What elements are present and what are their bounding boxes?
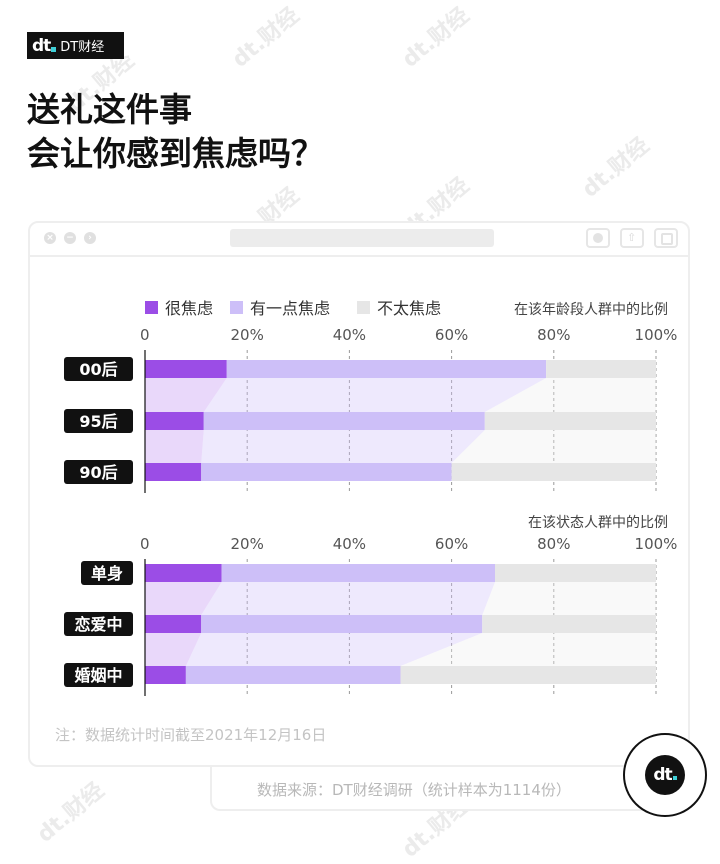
category-label-pill bbox=[64, 663, 133, 687]
bar-segment bbox=[451, 463, 656, 481]
data-source: 数据来源：DT财经调研（统计样本为1114份） bbox=[257, 781, 571, 799]
connector-band bbox=[185, 633, 483, 666]
bar-segment bbox=[201, 463, 452, 481]
footnote: 注：数据统计时间截至2021年12月16日 bbox=[55, 726, 327, 744]
connector-band bbox=[145, 582, 222, 615]
x-tick-label: 0 bbox=[140, 326, 150, 344]
x-tick-label: 40% bbox=[333, 326, 366, 344]
source-tab bbox=[210, 767, 650, 811]
connector-band bbox=[145, 378, 227, 412]
category-label: 95后 bbox=[79, 412, 117, 431]
connector-band bbox=[203, 378, 547, 412]
category-label-pill bbox=[64, 409, 133, 433]
legend-label: 有一点焦虑 bbox=[250, 299, 330, 318]
brand-badge: dt bbox=[623, 733, 707, 817]
bar-segment bbox=[484, 412, 656, 430]
title-line-2: 会让你感到焦虑吗？ bbox=[27, 134, 324, 173]
bar-segment bbox=[145, 564, 222, 582]
minimize-window-icon: − bbox=[64, 232, 76, 244]
category-label: 90后 bbox=[79, 463, 117, 482]
legend-swatch bbox=[230, 301, 243, 314]
bar-segment bbox=[203, 412, 485, 430]
category-label-pill bbox=[64, 357, 133, 381]
bar-segment bbox=[546, 360, 656, 378]
category-label-pill bbox=[81, 561, 133, 585]
category-label-pill bbox=[64, 460, 133, 484]
chart-subtitle: 在该年龄段人群中的比例 bbox=[514, 302, 668, 318]
address-bar bbox=[230, 229, 494, 247]
bar-segment bbox=[201, 615, 483, 633]
page-title: 送礼这件事 会让你感到焦虑吗？ bbox=[27, 88, 324, 176]
connector-band bbox=[451, 430, 656, 463]
x-tick-label: 0 bbox=[140, 535, 150, 553]
window-copy-icon bbox=[654, 228, 678, 248]
bar-segment bbox=[145, 412, 204, 430]
bar-segment bbox=[185, 666, 401, 684]
category-label: 单身 bbox=[91, 564, 123, 583]
bar-segment bbox=[221, 564, 496, 582]
badge-logo-icon: dt bbox=[645, 755, 685, 795]
legend-swatch bbox=[357, 301, 370, 314]
category-label-pill bbox=[64, 612, 133, 636]
title-line-1: 送礼这件事 bbox=[27, 90, 192, 129]
x-tick-label: 80% bbox=[537, 326, 570, 344]
category-label: 00后 bbox=[79, 360, 117, 379]
connector-band bbox=[201, 582, 496, 615]
x-tick-label: 60% bbox=[435, 326, 468, 344]
connector-band bbox=[482, 582, 656, 615]
brand-logo: dt DT财经 bbox=[27, 32, 124, 59]
legend-label: 很焦虑 bbox=[165, 299, 213, 318]
connector-band bbox=[201, 430, 485, 463]
x-tick-label: 60% bbox=[435, 535, 468, 553]
bar-segment bbox=[145, 666, 186, 684]
x-tick-label: 80% bbox=[537, 535, 570, 553]
legend-label: 不太焦虑 bbox=[377, 299, 441, 318]
bar-segment bbox=[400, 666, 656, 684]
connector-band bbox=[145, 430, 204, 463]
connector-band bbox=[400, 633, 656, 666]
bar-segment bbox=[145, 463, 202, 481]
bar-segment bbox=[145, 615, 202, 633]
x-tick-label: 100% bbox=[635, 326, 678, 344]
x-tick-label: 20% bbox=[231, 535, 264, 553]
connector-band bbox=[484, 378, 656, 412]
category-label: 婚姻中 bbox=[74, 666, 122, 685]
x-tick-label: 40% bbox=[333, 535, 366, 553]
chart-subtitle: 在该状态人群中的比例 bbox=[528, 515, 668, 531]
legend-swatch bbox=[145, 301, 158, 314]
x-tick-label: 100% bbox=[635, 535, 678, 553]
connector-band bbox=[145, 633, 202, 666]
bar-segment bbox=[145, 360, 227, 378]
record-icon bbox=[586, 228, 610, 248]
share-icon: ⇧ bbox=[620, 228, 644, 248]
logo-text: DT财经 bbox=[60, 40, 105, 55]
logo-dot bbox=[51, 46, 57, 52]
maximize-window-icon: › bbox=[84, 232, 96, 244]
x-tick-label: 20% bbox=[231, 326, 264, 344]
bar-segment bbox=[226, 360, 547, 378]
bar-segment bbox=[495, 564, 656, 582]
close-window-icon: × bbox=[44, 232, 56, 244]
category-label: 恋爱中 bbox=[74, 615, 122, 634]
bar-segment bbox=[482, 615, 656, 633]
logo-mark: dt bbox=[32, 35, 51, 56]
window-titlebar: × − › ⇧ bbox=[30, 223, 688, 257]
